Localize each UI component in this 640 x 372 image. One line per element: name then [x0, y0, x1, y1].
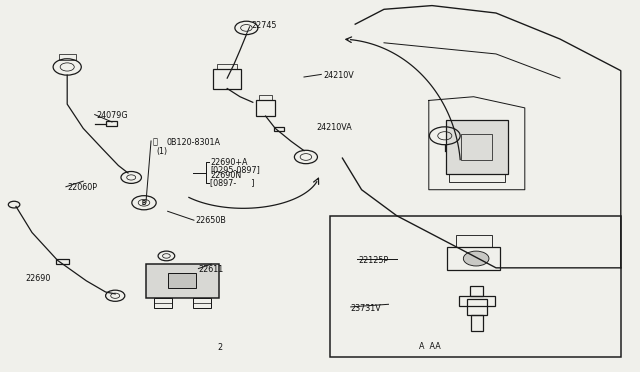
Text: 22690+A: 22690+A — [210, 158, 248, 167]
Bar — [459, 296, 495, 306]
Text: [0897-      ]: [0897- ] — [210, 178, 255, 187]
Bar — [259, 95, 272, 100]
Bar — [446, 120, 508, 174]
Bar — [106, 121, 117, 126]
Text: 0B120-8301A: 0B120-8301A — [166, 138, 220, 147]
Text: 22690: 22690 — [26, 274, 51, 283]
Text: 22690N: 22690N — [210, 171, 241, 180]
Bar — [456, 235, 492, 247]
Bar — [213, 69, 241, 89]
Bar — [461, 134, 492, 160]
Text: 24210V: 24210V — [323, 71, 354, 80]
Bar — [59, 54, 76, 60]
Text: 22745: 22745 — [252, 21, 277, 30]
Bar — [217, 64, 237, 69]
Bar — [56, 259, 69, 264]
Text: 2: 2 — [218, 343, 223, 352]
Bar — [467, 299, 487, 315]
Text: Ⓑ: Ⓑ — [152, 138, 157, 147]
Text: 24210VA: 24210VA — [317, 123, 353, 132]
Bar — [449, 174, 505, 182]
Text: 23731V: 23731V — [351, 304, 381, 312]
Bar — [168, 273, 196, 288]
Circle shape — [463, 251, 489, 266]
Text: 22650B: 22650B — [195, 216, 226, 225]
Bar — [470, 286, 483, 296]
Bar — [447, 247, 500, 270]
Text: 22125P: 22125P — [358, 256, 388, 265]
Bar — [330, 216, 621, 357]
Bar — [154, 298, 172, 308]
Text: B: B — [142, 200, 146, 206]
Bar — [256, 100, 275, 116]
Bar — [471, 315, 483, 331]
Bar — [146, 264, 219, 298]
Text: [0295-0897]: [0295-0897] — [210, 165, 260, 174]
Text: A  AA: A AA — [419, 342, 441, 351]
Bar — [193, 298, 211, 308]
Bar — [274, 127, 284, 131]
Text: 22060P: 22060P — [67, 183, 97, 192]
Text: 22611: 22611 — [198, 265, 223, 274]
Text: 24079G: 24079G — [96, 111, 127, 120]
Text: (1): (1) — [157, 147, 168, 156]
